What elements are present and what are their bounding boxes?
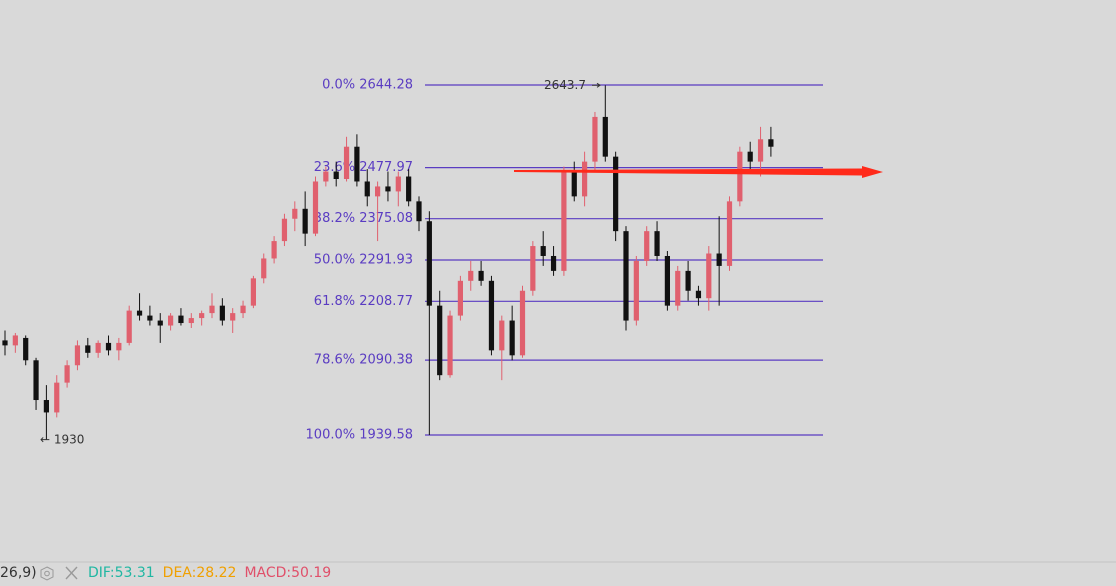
candle-body xyxy=(136,310,143,316)
candle-body xyxy=(64,365,70,383)
candle-body xyxy=(664,255,670,306)
fib-label: 0.0% 2644.28 xyxy=(322,77,413,92)
candle-body xyxy=(395,176,401,192)
candle-body xyxy=(726,201,733,266)
candle-body xyxy=(74,345,81,366)
candle-body xyxy=(602,116,608,157)
candle-body xyxy=(157,320,163,326)
candle-body xyxy=(281,218,288,242)
candle-body xyxy=(126,310,132,343)
fib-label: 38.2% 2375.08 xyxy=(314,211,413,226)
low-annotation: ← 1930 xyxy=(40,432,84,446)
drawn-arrow xyxy=(514,166,883,178)
icons[interactable] xyxy=(40,566,78,581)
candle-body xyxy=(312,181,319,234)
candle-body xyxy=(116,342,122,351)
candle-body xyxy=(613,156,619,232)
candle-body xyxy=(85,345,91,353)
candle-body xyxy=(540,246,546,256)
candle-body xyxy=(633,260,639,321)
candle-body xyxy=(240,305,246,314)
candle-body xyxy=(685,270,691,291)
fib-label: 50.0% 2291.93 xyxy=(314,252,413,267)
indicator-value: DEA:28.22 xyxy=(163,565,237,581)
candle-body xyxy=(43,400,49,413)
candle-body xyxy=(716,253,722,266)
candle-body xyxy=(747,151,753,162)
candle-body xyxy=(302,208,308,234)
candle-body xyxy=(33,360,39,401)
candle-body xyxy=(54,382,60,413)
fib-label: 61.8% 2208.77 xyxy=(314,294,413,309)
candle-body xyxy=(105,342,112,351)
fib-label: 23.6% 2477.97 xyxy=(314,160,413,175)
candle-body xyxy=(468,270,474,281)
candle-body xyxy=(623,231,629,321)
candle-body xyxy=(675,270,681,306)
candle-body xyxy=(426,221,432,306)
candle-body xyxy=(509,320,515,356)
candle-body xyxy=(478,270,484,281)
candle-body xyxy=(23,337,29,361)
candle-body xyxy=(437,305,443,376)
candle-body xyxy=(364,181,370,197)
candle-body xyxy=(488,280,495,351)
candle-body xyxy=(147,315,153,321)
fib-label: 78.6% 2090.38 xyxy=(314,353,413,368)
candle-body xyxy=(375,186,381,197)
candle-body xyxy=(561,171,567,271)
candle-body xyxy=(199,313,205,319)
candle-body xyxy=(582,161,588,197)
high-annotation: 2643.7 xyxy=(544,78,586,92)
candle-body xyxy=(592,116,598,162)
candle-body xyxy=(343,146,350,180)
candle-body xyxy=(219,305,225,321)
candle-body xyxy=(12,335,18,346)
candle-body xyxy=(209,305,215,314)
candle-body xyxy=(178,315,184,324)
candle-body xyxy=(695,290,702,299)
candle-body xyxy=(2,340,8,346)
indicator-value: DIF:53.31 xyxy=(88,565,155,581)
candle-body xyxy=(768,139,774,147)
candle-body xyxy=(230,313,236,321)
candle-body xyxy=(757,139,764,162)
candle-body xyxy=(457,280,463,316)
candle-body xyxy=(447,315,453,376)
candle-body xyxy=(499,320,505,351)
candle-body xyxy=(706,253,712,299)
indicator-params: 26,9) xyxy=(0,565,37,581)
candle-body xyxy=(188,318,194,324)
candle-body xyxy=(571,171,577,197)
settings-icon-dot xyxy=(44,570,50,577)
candle-body xyxy=(95,342,101,353)
candle-body xyxy=(385,186,391,192)
candle-body xyxy=(519,290,526,356)
indicator-value: MACD:50.19 xyxy=(244,565,331,581)
candle-body xyxy=(323,171,329,182)
candle-body xyxy=(654,231,660,256)
candle-body xyxy=(416,201,422,222)
candle-body xyxy=(550,255,557,271)
fib-label: 100.0% 1939.58 xyxy=(306,427,413,442)
candle-body xyxy=(644,231,650,261)
candle-body xyxy=(250,278,256,306)
candle-body xyxy=(261,258,267,279)
candle-body xyxy=(406,176,412,202)
candle-body xyxy=(354,146,360,182)
settings-icon[interactable] xyxy=(40,566,54,581)
candle-body xyxy=(292,208,298,219)
close-icon[interactable] xyxy=(65,566,78,580)
candle-body xyxy=(737,151,743,202)
candle-body xyxy=(333,171,339,180)
candle-body xyxy=(271,241,277,259)
candle-body xyxy=(168,315,174,326)
candle-body xyxy=(530,246,536,291)
high-annotation-arrow xyxy=(592,82,601,88)
candles xyxy=(2,85,774,440)
